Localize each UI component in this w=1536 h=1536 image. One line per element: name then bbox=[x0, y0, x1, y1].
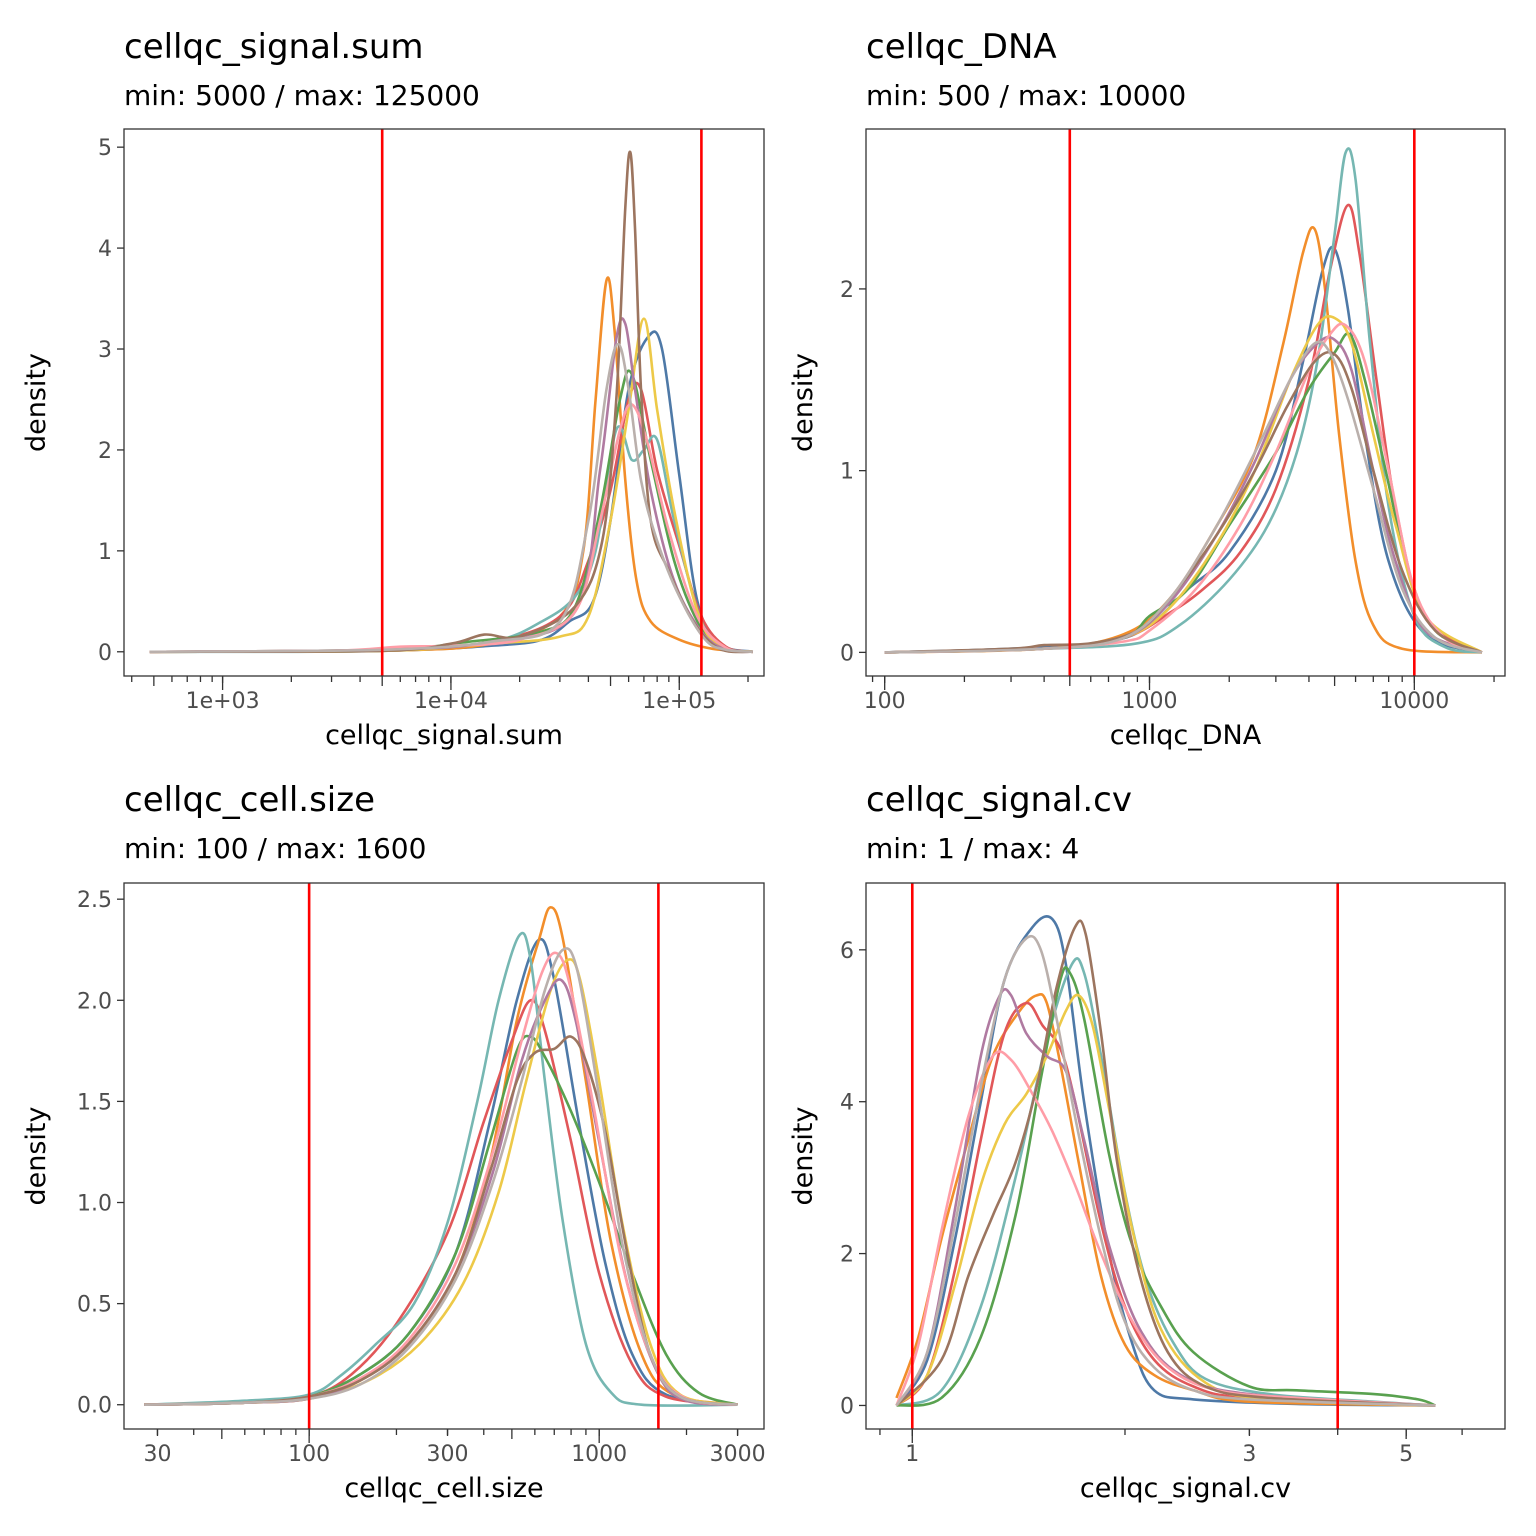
chart-subtitle: min: 100 / max: 1600 bbox=[124, 832, 426, 865]
x-tick-label: 3 bbox=[1242, 1442, 1256, 1467]
density-series-8 bbox=[884, 322, 1483, 654]
chart-title: cellqc_signal.sum bbox=[124, 27, 424, 67]
density-series-5 bbox=[149, 369, 753, 654]
y-tick-label: 1 bbox=[840, 460, 854, 485]
x-tick-label: 300 bbox=[427, 1442, 469, 1467]
density-series-6 bbox=[144, 958, 738, 1406]
y-axis-label: density bbox=[788, 353, 819, 452]
panel-border bbox=[865, 882, 1506, 1430]
x-axis-label: cellqc_signal.sum bbox=[325, 720, 563, 751]
y-tick-label: 1 bbox=[98, 540, 112, 565]
density-series-10 bbox=[149, 342, 753, 654]
x-tick-label: 1e+03 bbox=[186, 689, 260, 714]
y-tick-label: 5 bbox=[98, 136, 112, 161]
density-curves bbox=[144, 906, 738, 1407]
y-axis-label: density bbox=[21, 1106, 52, 1205]
density-series-3 bbox=[144, 998, 738, 1406]
density-series-10 bbox=[895, 934, 1436, 1407]
panel-border bbox=[865, 128, 1506, 677]
chart-panel-3: cellqc_cell.size min: 100 / max: 1600 0.0 0… bbox=[21, 780, 766, 1504]
density-series-10 bbox=[884, 340, 1483, 654]
x-tick-label: 1000 bbox=[1122, 689, 1178, 714]
x-tick-label: 10000 bbox=[1379, 689, 1449, 714]
chart-subtitle: min: 1 / max: 4 bbox=[866, 832, 1079, 865]
density-curves bbox=[884, 147, 1483, 654]
x-axis-label: cellqc_DNA bbox=[1110, 720, 1262, 751]
y-axis-label: density bbox=[21, 353, 52, 452]
density-series-9 bbox=[149, 150, 753, 654]
chart-subtitle: min: 5000 / max: 125000 bbox=[124, 79, 480, 112]
panel-border bbox=[123, 128, 765, 677]
y-axis-label: density bbox=[788, 1106, 819, 1205]
density-series-3 bbox=[895, 1001, 1436, 1407]
chart-title: cellqc_cell.size bbox=[124, 780, 375, 820]
y-tick-label: 2 bbox=[840, 1243, 854, 1268]
x-tick-label: 5 bbox=[1399, 1442, 1413, 1467]
density-series-10 bbox=[144, 947, 738, 1406]
x-tick-label: 100 bbox=[864, 689, 906, 714]
density-series-2 bbox=[884, 226, 1482, 654]
density-curves bbox=[895, 915, 1436, 1407]
density-series-8 bbox=[149, 403, 754, 654]
y-tick-label: 1.0 bbox=[77, 1192, 112, 1217]
y-tick-label: 0 bbox=[98, 641, 112, 666]
x-tick-label: 100 bbox=[288, 1442, 330, 1467]
y-tick-label: 1.5 bbox=[77, 1090, 112, 1115]
density-series-5 bbox=[896, 966, 1436, 1407]
panel-border bbox=[123, 882, 765, 1430]
density-series-4 bbox=[896, 957, 1436, 1407]
chart-panel-4: cellqc_signal.cv min: 1 / max: 4 0 2 4 6 1 3 5 ce… bbox=[788, 780, 1506, 1504]
y-tick-label: 2 bbox=[840, 278, 854, 303]
chart-panel-1: cellqc_signal.sum min: 5000 / max: 125000… bbox=[21, 27, 765, 751]
x-tick-label: 1e+04 bbox=[414, 689, 488, 714]
x-tick-label: 30 bbox=[143, 1442, 171, 1467]
density-series-1 bbox=[895, 915, 1436, 1407]
x-tick-label: 1 bbox=[905, 1442, 919, 1467]
x-tick-label: 1000 bbox=[571, 1442, 627, 1467]
y-tick-label: 0.0 bbox=[77, 1394, 112, 1419]
chart-title: cellqc_DNA bbox=[866, 27, 1057, 67]
chart-panel-2: cellqc_DNA min: 500 / max: 10000 0 1 2 100 100… bbox=[788, 27, 1506, 751]
y-tick-label: 2 bbox=[98, 439, 112, 464]
y-tick-label: 2.5 bbox=[77, 888, 112, 913]
y-tick-label: 0 bbox=[840, 641, 854, 666]
density-curves bbox=[149, 150, 754, 654]
y-tick-label: 2.0 bbox=[77, 989, 112, 1014]
y-tick-label: 4 bbox=[840, 1091, 854, 1116]
x-tick-label: 1e+05 bbox=[642, 689, 716, 714]
chart-subtitle: min: 500 / max: 10000 bbox=[866, 79, 1186, 112]
y-tick-label: 0.5 bbox=[77, 1293, 112, 1318]
x-axis-label: cellqc_signal.cv bbox=[1080, 1473, 1291, 1504]
density-series-9 bbox=[144, 1035, 738, 1406]
density-series-4 bbox=[884, 147, 1483, 654]
y-tick-label: 0 bbox=[840, 1394, 854, 1419]
x-axis-label: cellqc_cell.size bbox=[344, 1473, 543, 1504]
density-series-6 bbox=[895, 993, 1436, 1407]
density-series-4 bbox=[144, 931, 738, 1407]
density-series-2 bbox=[149, 276, 753, 654]
density-series-2 bbox=[144, 906, 738, 1406]
chart-title: cellqc_signal.cv bbox=[866, 780, 1132, 820]
density-series-9 bbox=[895, 919, 1436, 1407]
y-tick-label: 6 bbox=[840, 939, 854, 964]
y-tick-label: 4 bbox=[98, 237, 112, 262]
x-tick-label: 3000 bbox=[710, 1442, 766, 1467]
density-series-9 bbox=[884, 351, 1483, 654]
y-tick-label: 3 bbox=[98, 338, 112, 363]
